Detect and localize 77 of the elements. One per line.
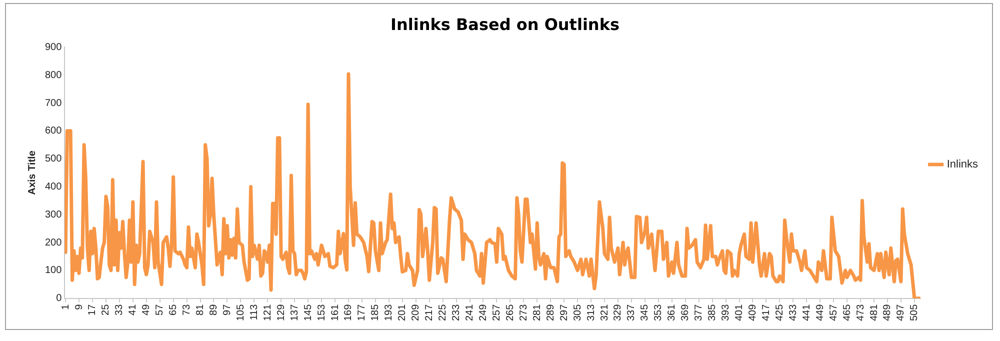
chart-title: Inlinks Based on Outlinks [390, 14, 620, 34]
x-tick-label: 9 [74, 304, 85, 310]
x-tick-label: 241 [464, 304, 476, 322]
x-tick-label: 353 [653, 304, 664, 322]
x-tick-label: 193 [384, 304, 395, 322]
x-tick-label: 81 [195, 304, 206, 316]
x-tick-label: 393 [720, 304, 732, 322]
x-tick-label: 505 [909, 304, 920, 322]
y-tick-label: 100 [44, 265, 62, 276]
x-tick-label: 73 [182, 304, 193, 316]
x-tick-label: 297 [558, 304, 570, 322]
y-tick-label: 0 [56, 293, 62, 304]
x-tick-label: 49 [141, 304, 152, 316]
x-tick-label: 401 [734, 304, 746, 322]
x-tick-label: 225 [438, 304, 449, 322]
x-tick-label: 41 [128, 304, 139, 316]
x-tick-label: 153 [316, 304, 328, 322]
x-tick-label: 337 [626, 304, 638, 322]
x-tick-label: 281 [532, 304, 543, 322]
x-tick-label: 377 [694, 304, 705, 322]
x-tick-label: 273 [518, 304, 530, 322]
x-tick-label: 97 [222, 304, 233, 316]
x-tick-label: 433 [788, 304, 799, 322]
x-tick-label: 177 [356, 304, 368, 322]
x-tick-label: 1 [60, 304, 72, 310]
x-tick-label: 161 [330, 304, 341, 322]
x-tick-label: 33 [114, 304, 126, 316]
x-tick-label: 489 [882, 304, 894, 322]
x-tick-label: 497 [896, 304, 907, 322]
x-tick-label: 313 [586, 304, 597, 322]
y-tick-label: 400 [44, 181, 62, 192]
x-tick-label: 481 [868, 304, 880, 322]
x-tick-label: 25 [100, 304, 112, 316]
x-tick-label: 289 [545, 304, 556, 322]
x-tick-label: 265 [504, 304, 516, 322]
x-tick-label: 217 [424, 304, 436, 322]
x-tick-label: 425 [774, 304, 786, 322]
x-tick-label: 209 [410, 304, 422, 322]
x-tick-label: 17 [87, 304, 98, 316]
x-tick-label: 465 [842, 304, 853, 322]
legend-label: Inlinks [946, 158, 978, 171]
x-tick-label: 105 [235, 304, 246, 322]
x-tick-label: 321 [599, 304, 610, 322]
y-tick-label: 900 [44, 42, 62, 53]
x-tick-label: 329 [612, 304, 624, 322]
x-tick-label: 305 [572, 304, 584, 322]
y-tick-label: 300 [44, 209, 62, 220]
x-tick-label: 441 [801, 304, 812, 322]
y-tick-label: 200 [44, 237, 62, 248]
x-tick-label: 89 [208, 304, 220, 316]
x-tick-label: 369 [680, 304, 692, 322]
x-tick-label: 113 [248, 304, 260, 320]
y-tick-label: 800 [44, 70, 62, 81]
y-tick-label: 700 [44, 98, 62, 109]
x-tick-label: 257 [491, 304, 502, 322]
x-tick-label: 385 [707, 304, 718, 322]
y-tick-label: 500 [44, 154, 62, 165]
x-tick-label: 201 [397, 304, 408, 322]
x-tick-label: 457 [828, 304, 840, 322]
x-tick-label: 473 [855, 304, 866, 322]
x-tick-label: 449 [814, 304, 826, 322]
x-tick-label: 417 [760, 304, 772, 322]
x-tick-label: 345 [640, 304, 651, 322]
x-tick-label: 169 [343, 304, 354, 322]
x-tick-label: 129 [276, 304, 287, 322]
x-tick-label: 121 [262, 304, 274, 322]
x-tick-label: 145 [302, 304, 314, 322]
x-tick-label: 409 [747, 304, 758, 322]
x-tick-label: 233 [451, 304, 462, 322]
x-tick-label: 57 [154, 304, 166, 316]
x-tick-label: 65 [168, 304, 180, 316]
y-axis-title: Axis Title [26, 150, 38, 195]
x-tick-label: 249 [478, 304, 489, 322]
y-tick-label: 600 [44, 126, 62, 137]
x-tick-label: 185 [370, 304, 382, 322]
x-tick-label: 137 [289, 304, 300, 322]
x-tick-label: 361 [666, 304, 678, 322]
